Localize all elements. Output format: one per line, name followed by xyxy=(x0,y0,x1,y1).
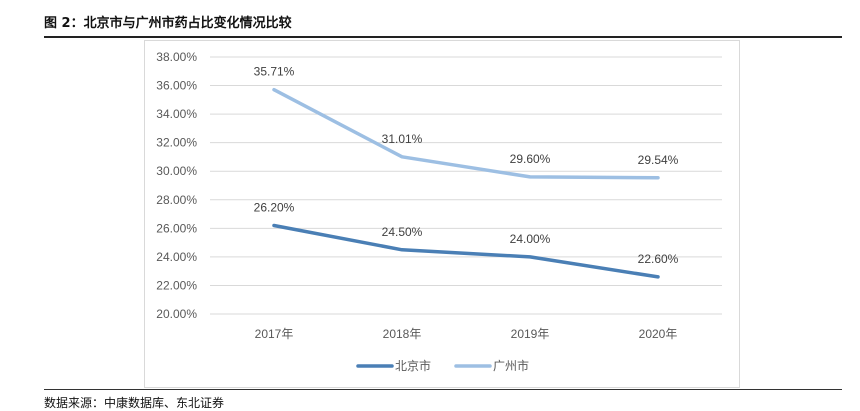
data-label: 35.71% xyxy=(254,65,295,79)
y-tick-label: 34.00% xyxy=(156,107,197,121)
y-tick-label: 20.00% xyxy=(156,307,197,321)
data-label: 29.60% xyxy=(510,152,551,166)
y-tick-label: 28.00% xyxy=(156,193,197,207)
y-tick-label: 32.00% xyxy=(156,136,197,150)
data-label: 26.20% xyxy=(254,200,295,214)
y-tick-label: 26.00% xyxy=(156,221,197,235)
data-label: 24.00% xyxy=(510,232,551,246)
y-tick-label: 24.00% xyxy=(156,250,197,264)
x-tick-label: 2018年 xyxy=(383,327,422,341)
data-label: 29.54% xyxy=(638,153,679,167)
legend-beijing-label: 北京市 xyxy=(395,358,431,373)
y-tick-label: 38.00% xyxy=(156,50,197,64)
x-tick-label: 2019年 xyxy=(511,327,550,341)
data-label: 22.60% xyxy=(638,252,679,266)
series-line-beijing xyxy=(274,226,658,277)
data-label: 24.50% xyxy=(382,225,423,239)
data-label: 31.01% xyxy=(382,132,423,146)
y-tick-label: 30.00% xyxy=(156,164,197,178)
series-line-guangzhou xyxy=(274,90,658,178)
x-tick-label: 2020年 xyxy=(639,327,678,341)
y-tick-label: 36.00% xyxy=(156,79,197,93)
legend-guangzhou-label: 广州市 xyxy=(493,358,529,373)
source-rule xyxy=(44,389,842,390)
y-tick-label: 22.00% xyxy=(156,278,197,292)
x-tick-label: 2017年 xyxy=(255,327,294,341)
source-note: 数据来源：中康数据库、东北证券 xyxy=(44,394,224,411)
